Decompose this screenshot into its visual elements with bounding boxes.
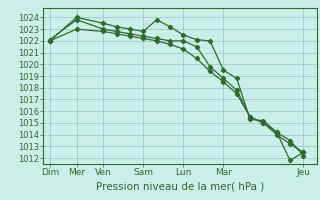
X-axis label: Pression niveau de la mer( hPa ): Pression niveau de la mer( hPa ) [96, 181, 264, 191]
